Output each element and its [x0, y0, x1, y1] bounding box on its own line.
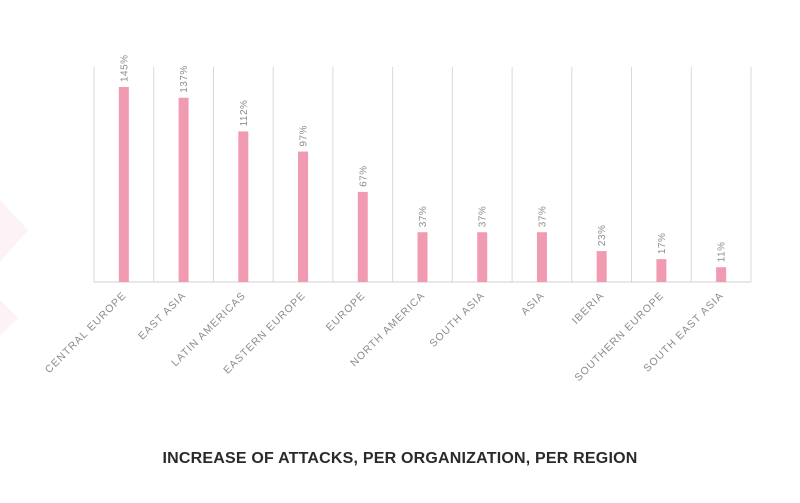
bar: [357, 191, 368, 282]
data-label: 67%: [358, 165, 369, 187]
x-tick-label: SOUTH ASIA: [427, 290, 487, 350]
chart-title: INCREASE OF ATTACKS, PER ORGANIZATION, P…: [162, 450, 638, 467]
data-label: 97%: [299, 125, 310, 147]
x-tick-label: EUROPE: [324, 290, 368, 334]
bar: [536, 232, 547, 282]
bar: [477, 232, 488, 282]
bar: [596, 251, 607, 282]
x-tick-label: EAST ASIA: [136, 290, 189, 343]
data-label: 137%: [179, 65, 190, 93]
data-label: 11%: [717, 241, 728, 262]
data-label: 37%: [478, 206, 489, 228]
background-decoration: [0, 200, 28, 336]
data-label: 17%: [657, 233, 668, 255]
bar: [716, 267, 727, 282]
x-tick-label: ASIA: [519, 290, 547, 318]
bar: [656, 259, 667, 282]
data-label: 23%: [597, 225, 608, 247]
bar: [417, 232, 428, 282]
data-labels: 145% 137% 112% 97% 67% 37% 37% 37% 23% 17% 11%: [119, 54, 727, 262]
bar: [238, 131, 249, 282]
bar: [118, 87, 129, 282]
x-tick-label: IBERIA: [570, 290, 607, 327]
bar: [178, 97, 189, 282]
bar: [298, 151, 309, 282]
data-label: 145%: [119, 54, 130, 82]
data-label: 37%: [418, 206, 429, 228]
bars: [118, 87, 727, 282]
x-tick-label: CENTRAL EUROPE: [43, 290, 129, 376]
data-label: 112%: [239, 100, 250, 127]
data-label: 37%: [537, 206, 548, 228]
